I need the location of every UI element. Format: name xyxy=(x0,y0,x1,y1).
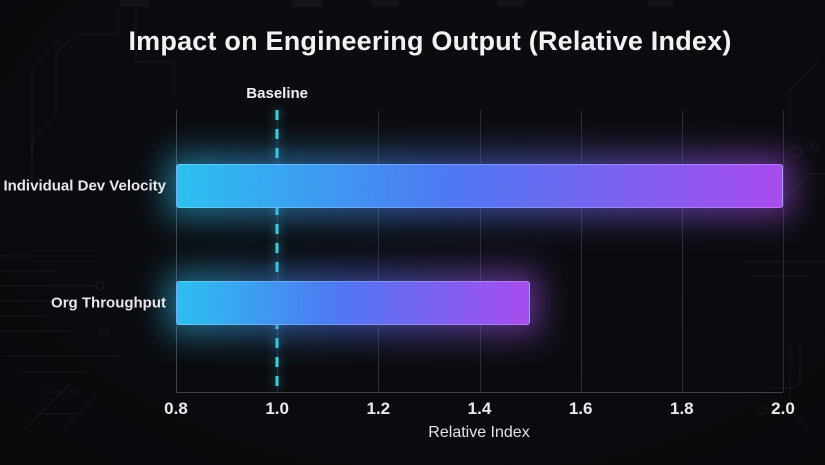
category-label: Org Throughput xyxy=(51,294,166,312)
x-axis-ticks: 0.8 1.0 1.2 1.4 1.6 1.8 2.0 xyxy=(164,399,795,419)
x-tick-label: 1.0 xyxy=(265,399,289,418)
baseline-label: Baseline xyxy=(246,85,309,102)
gridline xyxy=(783,110,784,392)
bar-org-throughput xyxy=(176,281,531,326)
category-label: Individual Dev Velocity xyxy=(3,177,166,195)
gridline xyxy=(681,110,683,392)
x-tick-label: 1.2 xyxy=(366,399,391,418)
gridline xyxy=(479,110,481,392)
x-tick-label: 1.8 xyxy=(670,399,694,418)
x-tick-label: 1.6 xyxy=(568,399,593,418)
baseline-reference-line xyxy=(275,110,279,392)
bar-individual-dev-velocity xyxy=(176,164,783,209)
gridline xyxy=(378,110,380,392)
x-tick-label: 0.8 xyxy=(164,399,188,418)
plot-area: Baseline xyxy=(176,85,784,393)
y-axis-line xyxy=(176,110,177,392)
x-axis-title: Relative Index xyxy=(428,424,530,441)
x-tick-label: 2.0 xyxy=(771,399,795,418)
chart-title: Impact on Engineering Output (Relative I… xyxy=(128,26,732,56)
x-tick-label: 1.4 xyxy=(467,399,492,418)
x-axis-line xyxy=(176,392,783,393)
gridline xyxy=(580,110,582,392)
